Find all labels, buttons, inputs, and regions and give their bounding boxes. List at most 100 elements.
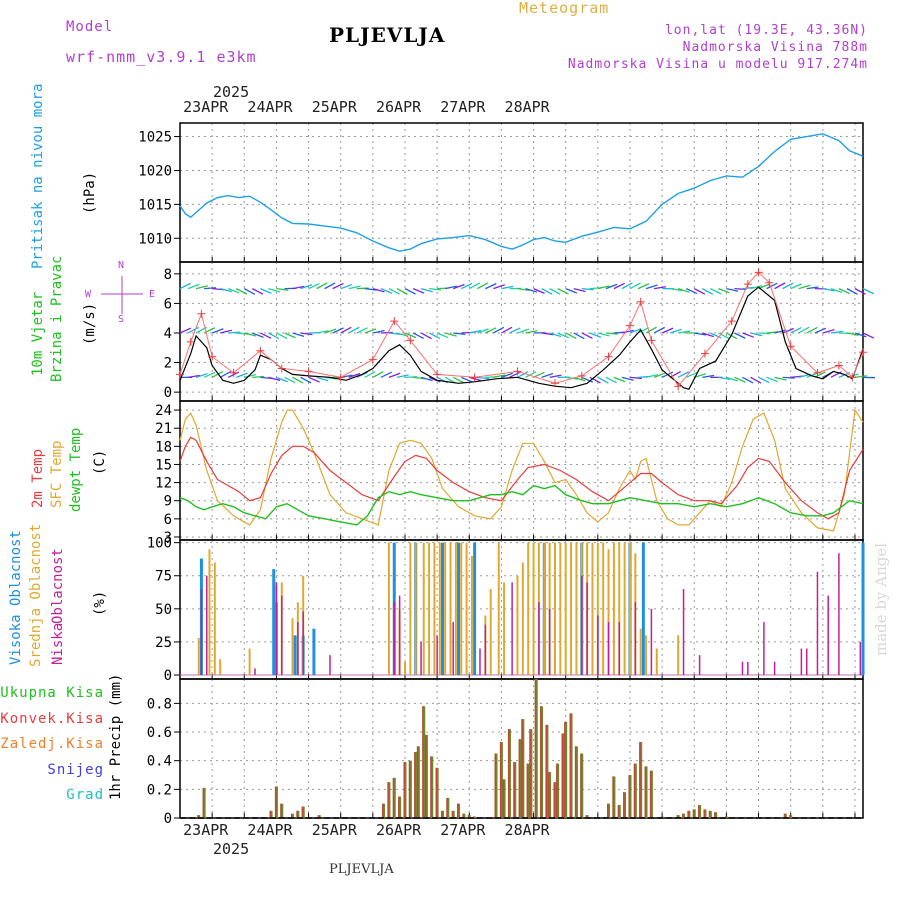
wind-arrow: [589, 376, 601, 384]
legend-graupel: Grad: [66, 787, 104, 803]
day-label: 23APR: [183, 821, 229, 839]
wind-arrow: [806, 326, 818, 334]
precip-conv-bar: [507, 729, 510, 818]
day-label: 25APR: [311, 98, 357, 116]
wind-arrow: [316, 282, 328, 290]
wind-arrow: [501, 285, 514, 290]
wind-arrow: [372, 329, 385, 334]
wind-arrow: [404, 376, 418, 378]
wind-arrow: [790, 327, 802, 334]
wind-arrow: [452, 376, 465, 384]
wind-arrow: [485, 327, 497, 334]
wind-arrow: [493, 326, 505, 334]
precip-conv-bar: [416, 746, 419, 818]
wind-arrow: [429, 287, 442, 291]
y-tick-label: 0.4: [147, 754, 172, 770]
wind-arrow: [533, 288, 545, 294]
wind-arrow: [469, 329, 482, 334]
wind-arrow: [830, 330, 843, 334]
compass-letter: S: [118, 314, 124, 325]
wind-arrow: [420, 287, 433, 293]
wind-arrow: [758, 283, 770, 290]
wind-arrow: [742, 376, 754, 384]
precip-conv-bar: [548, 772, 550, 818]
day-label: 25APR: [311, 821, 357, 839]
wind-gust-line: [179, 271, 864, 388]
compass-letter: N: [118, 260, 124, 271]
wind-gust-marker: [256, 346, 265, 355]
wind-arrow: [420, 376, 433, 382]
wind-arrow: [758, 332, 771, 335]
wind-arrow: [396, 288, 408, 295]
precip-conv-bar: [296, 810, 298, 818]
compass-cross: [101, 276, 143, 314]
wind-arrow: [276, 332, 288, 340]
wind-arrow: [211, 328, 224, 334]
model-label: Model: [66, 19, 114, 35]
y-tick-label: 100: [147, 536, 172, 552]
legend-convective: Konvek.Kisa: [0, 711, 104, 727]
model-name: wrf-nmm_v3.9.1 e3km: [66, 48, 257, 66]
wind-arrow: [228, 331, 241, 334]
wind-arrow: [460, 376, 473, 383]
wind-arrow: [485, 283, 497, 290]
wind-gust-marker: [470, 373, 479, 382]
wind-gust-marker: [636, 297, 645, 306]
y-tick-label: 1020: [138, 163, 172, 179]
wind-arrow: [284, 376, 296, 384]
y-tick-label: 25: [155, 635, 172, 651]
compass-letter: E: [149, 289, 155, 300]
wind-arrow: [774, 329, 787, 334]
day-label: 27APR: [440, 98, 486, 116]
wind-arrow: [734, 376, 746, 383]
wind-arrow: [501, 372, 513, 378]
wind-arrow: [300, 284, 313, 290]
footer-station: PLJEVLJA: [329, 862, 394, 877]
precip-conv-bar: [687, 810, 689, 818]
y-tick-label: 0.2: [147, 782, 172, 798]
precip-conv-bar: [392, 777, 395, 818]
wind-arrow: [517, 371, 529, 378]
precip-conv-bar: [585, 815, 588, 818]
wind-arrow: [380, 331, 393, 334]
wind-arrow: [388, 288, 400, 295]
wind-arrow: [476, 282, 489, 290]
precip-conv-bar: [462, 813, 464, 818]
wind-arrow: [710, 332, 722, 339]
wind-arrow: [814, 327, 827, 334]
y-tick-label: 12: [155, 476, 172, 492]
wind-arrow: [493, 284, 505, 290]
wind-arrow: [766, 376, 779, 383]
bottom-year-label: 2025: [213, 840, 250, 858]
wind-gust-marker: [647, 336, 656, 345]
wind-arrow: [179, 282, 192, 290]
wind-arrow: [268, 332, 280, 340]
y-tick-label: 21: [155, 421, 172, 437]
wind-arrow: [597, 332, 610, 337]
wind-arrow: [533, 371, 545, 378]
wind-arrow: [203, 371, 216, 378]
wind-arrow: [694, 373, 706, 378]
wind-arrow: [260, 288, 272, 294]
wind-arrow: [814, 371, 826, 378]
wind-gust-marker: [743, 280, 752, 289]
pressure-line: [179, 133, 864, 252]
wind-arrow: [195, 285, 208, 290]
wind-arrow: [677, 287, 690, 293]
wind-arrow: [702, 332, 714, 338]
wind-arrow: [300, 332, 313, 336]
legend-snow: Snijeg: [47, 762, 104, 778]
wind-arrow: [766, 282, 778, 290]
wind-arrow: [252, 375, 265, 378]
wind-arrow: [645, 284, 658, 290]
precip-conv-bar: [457, 803, 459, 818]
wind-arrow: [412, 332, 425, 340]
meteogram-label: Meteogram: [519, 0, 610, 17]
wind-arrow: [453, 332, 466, 336]
wind-arrow: [669, 328, 682, 334]
wind-arrow: [195, 373, 208, 378]
wind-arrow: [468, 282, 481, 290]
precip-conv-bar: [692, 809, 695, 818]
y-tick-label: 3: [164, 530, 172, 546]
